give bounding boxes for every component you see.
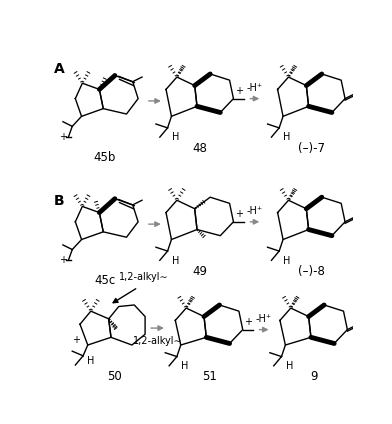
Text: 51: 51 (202, 371, 217, 383)
Text: H: H (181, 361, 188, 371)
Text: 48: 48 (193, 142, 207, 155)
Text: +: + (244, 317, 252, 327)
Text: 50: 50 (107, 371, 122, 383)
Text: +: + (235, 209, 243, 219)
Text: +: + (59, 132, 67, 142)
Text: (–)-7: (–)-7 (298, 142, 325, 155)
Text: H: H (285, 361, 293, 371)
Text: 49: 49 (192, 265, 208, 278)
Text: H: H (172, 132, 179, 142)
Text: B: B (54, 194, 64, 208)
Text: +: + (59, 255, 67, 265)
Text: 45c: 45c (94, 274, 115, 287)
Text: (–)-8: (–)-8 (298, 265, 325, 278)
Text: 45b: 45b (94, 151, 116, 164)
Text: H: H (283, 132, 290, 142)
Text: +: + (235, 86, 243, 96)
Text: H: H (283, 256, 290, 266)
Text: +: + (72, 335, 80, 345)
Text: A: A (54, 61, 64, 75)
Text: 1,2-alkyl∼: 1,2-alkyl∼ (119, 272, 169, 282)
Text: H: H (172, 256, 179, 266)
Text: -H⁺: -H⁺ (247, 206, 263, 216)
Text: -H⁺: -H⁺ (247, 83, 263, 93)
Text: H: H (87, 356, 94, 366)
Text: 1,2-alkyl∼: 1,2-alkyl∼ (132, 336, 182, 346)
Text: -H⁺: -H⁺ (256, 314, 272, 324)
Text: 9: 9 (310, 371, 318, 383)
